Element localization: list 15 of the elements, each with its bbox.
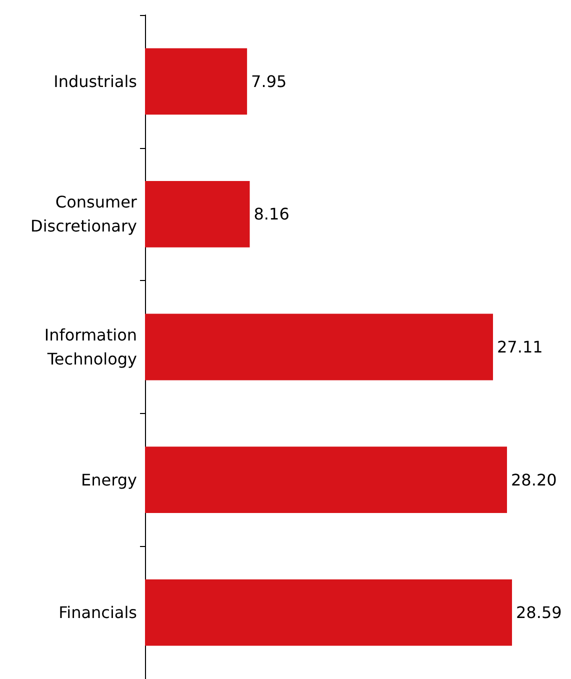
data-label: 28.59 — [516, 603, 562, 622]
bar — [145, 446, 507, 513]
bar — [145, 181, 250, 248]
data-label: 8.16 — [254, 204, 290, 224]
y-tick-label: Information Technology — [44, 326, 137, 368]
data-label: 28.20 — [510, 470, 557, 490]
bar — [145, 314, 493, 380]
data-label: 27.11 — [497, 338, 543, 356]
bar — [145, 579, 512, 646]
y-tick-label: Industrials — [54, 72, 137, 91]
y-tick-label: Financials — [58, 603, 137, 622]
y-tick-label: Consumer Discretionary — [30, 192, 138, 236]
bar — [145, 48, 248, 115]
data-label: 7.95 — [251, 72, 287, 91]
y-tick-label: Energy — [80, 470, 137, 490]
